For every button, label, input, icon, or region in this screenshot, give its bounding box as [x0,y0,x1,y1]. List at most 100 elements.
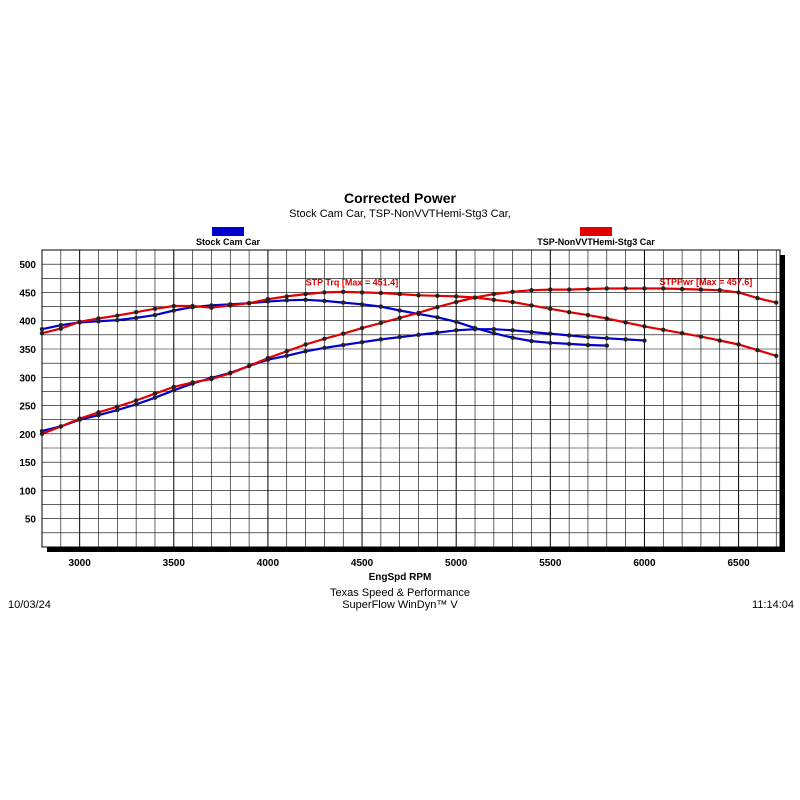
x-tick-label: 5500 [539,558,562,569]
data-point-tsp-power [284,349,289,354]
data-point-stock-torque [39,327,45,332]
data-point-tsp-torque [58,326,64,331]
x-tick-label: 4500 [351,558,374,569]
data-point-tsp-torque [284,294,289,299]
data-point-tsp-power [246,363,252,369]
data-point-tsp-power [774,300,779,305]
series-line-tsp-power [41,287,777,435]
data-point-stock-power [284,353,289,358]
tick-layer: 3000 3500 4000 4500 5000 5500 6000 6500 50 100 150… [19,260,750,569]
data-point-tsp-torque [548,306,553,312]
y-tick-label: 200 [19,430,36,441]
data-point-stock-torque [303,297,308,302]
data-point-tsp-power [435,304,440,310]
data-point-stock-torque [529,338,534,344]
data-point-stock-power [322,345,327,351]
data-point-stock-torque [133,315,139,321]
legend-swatch-tsp [580,227,612,236]
data-point-tsp-power [755,295,760,301]
data-point-stock-torque [491,330,497,336]
y-tick-label: 400 [19,317,36,328]
x-tick-label: 6000 [633,558,656,569]
data-point-tsp-torque [529,303,534,308]
data-point-tsp-torque [623,320,628,325]
data-point-tsp-torque [698,334,704,339]
data-point-tsp-power [228,371,233,376]
data-point-tsp-power [378,320,384,326]
legend: Stock Cam Car TSP-NonVVTHemi-Stg3 Car [196,227,655,247]
data-point-stock-torque [322,298,327,304]
data-point-stock-power [303,349,308,354]
x-tick-label: 3000 [69,558,92,569]
y-tick-label: 300 [19,373,36,384]
data-point-tsp-torque [265,297,271,302]
data-point-stock-power [566,333,572,338]
data-point-tsp-torque [209,305,214,310]
data-point-tsp-torque [39,330,45,336]
data-point-tsp-power [529,287,534,293]
data-point-tsp-power [341,331,346,336]
data-point-tsp-torque [152,306,158,312]
data-point-stock-power [472,327,478,332]
data-point-tsp-power [133,398,139,403]
x-tick-label: 4000 [257,558,280,569]
data-point-tsp-power [359,325,365,331]
data-point-tsp-power [115,404,120,409]
data-point-stock-power [604,336,609,341]
data-point-tsp-power [604,286,609,291]
annotation-label: STPPwr [Max = 457.6] [660,277,753,287]
data-point-tsp-power [642,286,647,291]
data-point-tsp-power [397,315,402,321]
data-point-tsp-power [548,287,553,292]
data-point-tsp-torque [303,291,308,297]
data-point-stock-power [171,388,176,393]
data-point-tsp-torque [585,312,591,318]
data-point-stock-torque [453,319,459,325]
data-point-tsp-power [322,336,327,342]
data-point-tsp-power [661,286,666,291]
data-point-tsp-torque [717,338,722,343]
data-point-tsp-torque [604,316,609,321]
data-point-stock-power [642,338,647,343]
data-point-stock-torque [58,323,64,328]
data-point-tsp-torque [190,303,195,309]
data-point-tsp-torque [171,303,176,309]
data-point-tsp-power [303,342,308,347]
y-tick-label: 100 [19,486,36,497]
data-point-stock-power [341,342,346,348]
data-point-tsp-power [209,376,214,382]
y-tick-label: 450 [19,288,36,299]
data-point-tsp-power [698,287,704,292]
data-point-tsp-power [77,416,82,421]
data-point-tsp-power [679,286,685,292]
series-line-tsp-torque [41,290,777,357]
data-point-stock-torque [359,302,365,307]
data-point-tsp-power [171,384,176,390]
data-point-tsp-power [58,424,64,429]
data-point-tsp-torque [453,294,459,299]
data-point-stock-power [397,334,402,340]
data-point-tsp-torque [566,310,572,315]
data-point-stock-power [378,337,384,342]
data-point-stock-torque [115,317,120,323]
data-point-tsp-power [510,289,515,295]
data-point-tsp-torque [77,319,82,325]
data-point-tsp-power [416,310,421,315]
data-point-tsp-torque [397,291,402,297]
data-point-tsp-power [265,355,271,361]
y-tick-label: 350 [19,345,36,356]
data-point-stock-torque [171,308,176,313]
data-point-stock-power [491,327,497,332]
data-point-stock-power [510,328,515,333]
data-point-stock-power [435,330,440,335]
data-point-stock-power [585,334,591,340]
data-point-tsp-torque [416,293,421,298]
footer-company: Texas Speed & Performance [330,587,470,599]
data-point-stock-power [359,340,365,345]
data-point-stock-torque [284,298,289,303]
data-point-stock-power [623,337,628,342]
data-point-stock-power [152,395,158,400]
data-point-tsp-torque [661,327,666,332]
data-point-tsp-power [190,380,195,385]
